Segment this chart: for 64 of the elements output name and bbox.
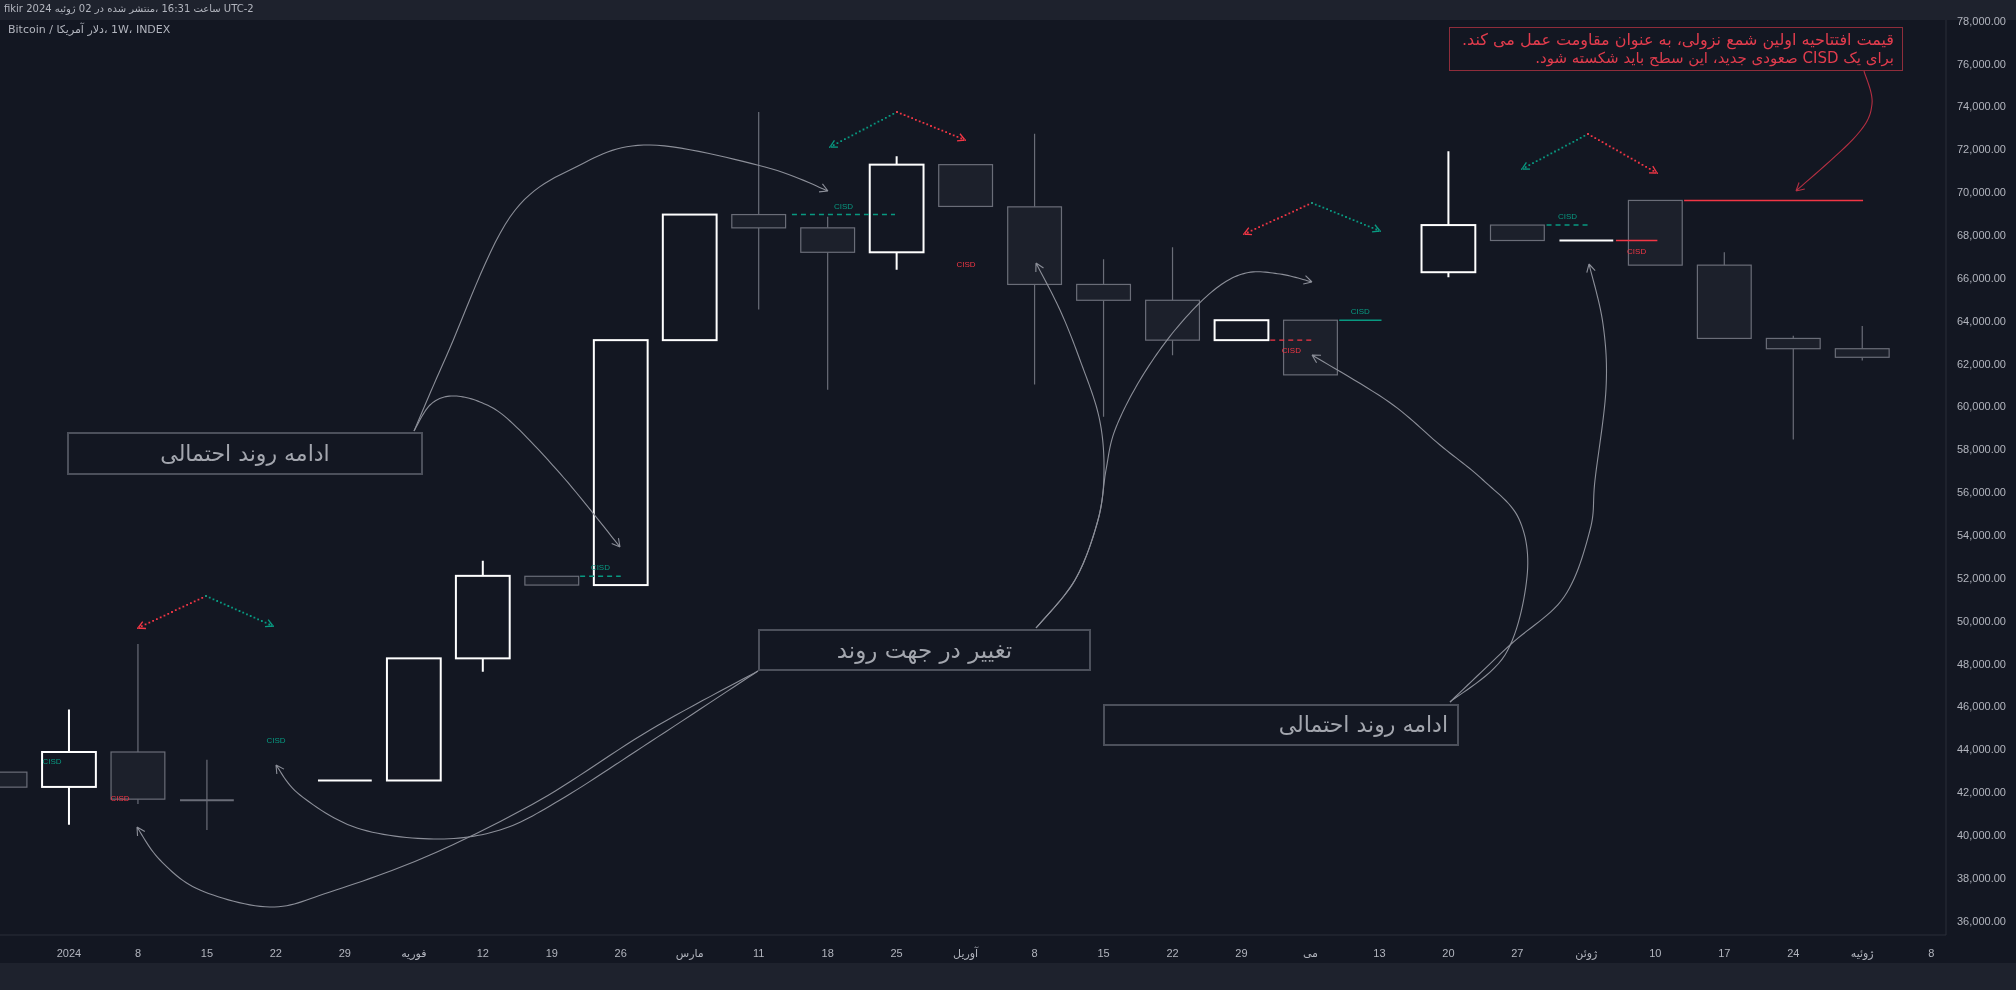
x-tick-label: 18 <box>821 947 834 959</box>
y-tick-label: 38,000.00 <box>1957 871 2006 884</box>
y-tick-label: 78,000.00 <box>1957 14 2006 27</box>
x-tick-label: ژوئن <box>1575 947 1598 960</box>
x-tick-label: مارس <box>675 947 704 960</box>
y-tick-label: 68,000.00 <box>1957 228 2006 241</box>
y-tick-label: 70,000.00 <box>1957 186 2006 199</box>
x-tick-label: 8 <box>1031 947 1038 959</box>
x-tick-label: آوریل <box>953 946 980 960</box>
x-tick-label: 29 <box>338 947 351 959</box>
annotation: ادامه روند احتمالی <box>1277 711 1448 739</box>
x-tick-label: 13 <box>1373 947 1386 959</box>
x-tick-label: 15 <box>1097 947 1110 959</box>
y-tick-label: 46,000.00 <box>1957 700 2006 713</box>
annotation: تغییر در جهت روند <box>835 636 1014 666</box>
y-tick-label: 66,000.00 <box>1957 271 2006 284</box>
x-tick-label: 12 <box>476 947 489 959</box>
x-tick-label: 29 <box>1235 947 1248 959</box>
x-tick-label: 24 <box>1787 947 1800 959</box>
y-tick-label: 58,000.00 <box>1957 443 2006 456</box>
x-tick-label: 20 <box>1442 947 1455 959</box>
y-tick-label: 48,000.00 <box>1957 657 2006 670</box>
x-tick-label: 2024 <box>56 947 82 959</box>
y-tick-label: 50,000.00 <box>1957 614 2006 627</box>
x-tick-label: 19 <box>545 947 558 959</box>
annotation: ادامه روند احتمالی <box>159 440 331 468</box>
annotation: قیمت افتتاحیه اولین شمع نزولی، به عنوان مقاومت عمل می کند. برای یک CISD صعودی جدید، این سطح باید شکسته شود. <box>1461 30 1894 67</box>
y-tick-label: 60,000.00 <box>1957 400 2006 413</box>
annotation: CISD <box>956 260 976 269</box>
series-label: CISD <box>1350 307 1371 317</box>
x-tick-label: ژوئیه <box>1850 947 1874 960</box>
y-tick-label: 56,000.00 <box>1957 486 2006 499</box>
y-tick-label: 76,000.00 <box>1957 57 2006 70</box>
x-tick-label: 8 <box>1928 947 1935 959</box>
annotation: CISD <box>110 794 130 803</box>
x-tick-label: 22 <box>269 947 283 959</box>
y-tick-label: 42,000.00 <box>1957 786 2006 799</box>
x-tick-label: 10 <box>1649 947 1662 959</box>
y-tick-label: 64,000.00 <box>1957 314 2006 327</box>
chart-subtitle: fikir منتشر شده در 02 ژوئیه 2024، ساعت 16:31 UTC-2 <box>4 3 254 14</box>
x-tick-label: 25 <box>890 947 903 959</box>
x-tick-label: 8 <box>134 947 142 959</box>
y-tick-label: 36,000.00 <box>1957 914 2006 927</box>
annotation: CISD <box>266 736 286 745</box>
y-tick-label: 74,000.00 <box>1957 100 2006 113</box>
annotation: CISD <box>42 757 62 766</box>
y-tick-label: 40,000.00 <box>1957 828 2006 841</box>
series-label: CISD <box>833 201 854 211</box>
x-tick-label: فوریه <box>401 947 427 960</box>
x-tick-label: 26 <box>614 947 627 959</box>
y-tick-label: 52,000.00 <box>1957 571 2006 584</box>
y-tick-label: 62,000.00 <box>1957 357 2006 370</box>
x-tick-label: 22 <box>1166 947 1179 959</box>
x-tick-label: 27 <box>1511 947 1524 959</box>
y-tick-label: 72,000.00 <box>1957 143 2006 156</box>
x-tick-label: می <box>1302 947 1319 959</box>
x-tick-label: 17 <box>1718 947 1731 959</box>
y-tick-label: 54,000.00 <box>1957 528 2006 541</box>
series-label: CISD <box>1557 212 1578 222</box>
y-tick-label: 44,000.00 <box>1957 743 2006 756</box>
x-tick-label: 11 <box>752 947 765 959</box>
x-tick-label: 15 <box>200 947 214 959</box>
series-label: CISD <box>1281 346 1302 356</box>
series-label: CISD <box>1627 246 1647 256</box>
